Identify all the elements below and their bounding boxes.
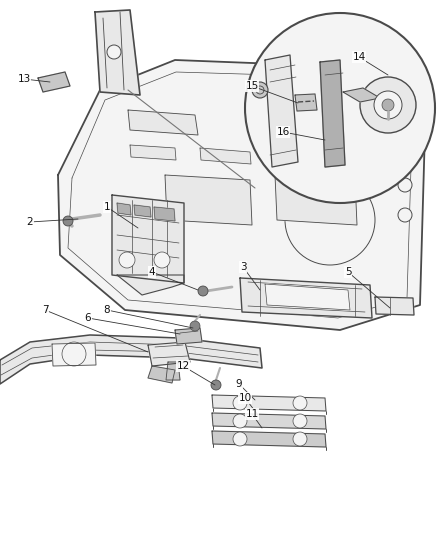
Circle shape [398, 208, 412, 222]
Circle shape [293, 414, 307, 428]
Polygon shape [265, 284, 350, 310]
Circle shape [233, 396, 247, 410]
Polygon shape [148, 366, 175, 383]
Text: 13: 13 [18, 74, 31, 84]
Polygon shape [52, 343, 96, 366]
Polygon shape [343, 88, 380, 102]
Polygon shape [275, 175, 357, 225]
Polygon shape [165, 175, 252, 225]
Circle shape [293, 432, 307, 446]
Text: 6: 6 [85, 313, 91, 323]
Circle shape [360, 77, 416, 133]
Polygon shape [166, 362, 180, 380]
Polygon shape [295, 94, 317, 111]
Text: 16: 16 [276, 127, 290, 137]
Text: 11: 11 [245, 409, 258, 419]
Text: 14: 14 [353, 52, 366, 62]
Circle shape [252, 82, 268, 98]
Circle shape [119, 252, 135, 268]
Circle shape [211, 380, 221, 390]
Polygon shape [128, 110, 198, 135]
Text: 8: 8 [104, 305, 110, 315]
Polygon shape [212, 413, 326, 429]
Polygon shape [148, 342, 190, 366]
Circle shape [233, 414, 247, 428]
Polygon shape [212, 395, 326, 411]
Text: 3: 3 [240, 262, 246, 272]
Text: 9: 9 [236, 379, 242, 389]
Polygon shape [112, 195, 184, 283]
Text: 4: 4 [148, 267, 155, 277]
Polygon shape [212, 431, 326, 447]
Text: 1: 1 [104, 202, 110, 212]
Circle shape [233, 432, 247, 446]
Text: 12: 12 [177, 361, 190, 371]
Polygon shape [117, 275, 184, 295]
Polygon shape [250, 115, 322, 140]
Circle shape [154, 252, 170, 268]
Polygon shape [0, 335, 262, 384]
Polygon shape [375, 297, 414, 315]
Polygon shape [95, 10, 140, 95]
Polygon shape [240, 278, 372, 318]
Circle shape [190, 321, 200, 331]
Polygon shape [320, 60, 345, 167]
Polygon shape [154, 207, 175, 221]
Circle shape [198, 286, 208, 296]
Polygon shape [134, 205, 151, 217]
Polygon shape [38, 72, 70, 92]
Circle shape [285, 175, 375, 265]
Circle shape [398, 148, 412, 162]
Circle shape [107, 45, 121, 59]
Circle shape [374, 91, 402, 119]
Polygon shape [117, 203, 131, 215]
Polygon shape [175, 328, 202, 344]
Text: 5: 5 [345, 267, 351, 277]
Text: 15: 15 [245, 81, 258, 91]
Circle shape [245, 13, 435, 203]
Polygon shape [200, 148, 251, 164]
Polygon shape [58, 60, 425, 330]
Circle shape [293, 396, 307, 410]
Polygon shape [265, 55, 298, 167]
Circle shape [382, 99, 394, 111]
Text: 10: 10 [238, 393, 251, 403]
Polygon shape [130, 145, 176, 160]
Text: 7: 7 [42, 305, 48, 315]
Text: 2: 2 [27, 217, 33, 227]
Circle shape [63, 216, 73, 226]
Circle shape [398, 178, 412, 192]
